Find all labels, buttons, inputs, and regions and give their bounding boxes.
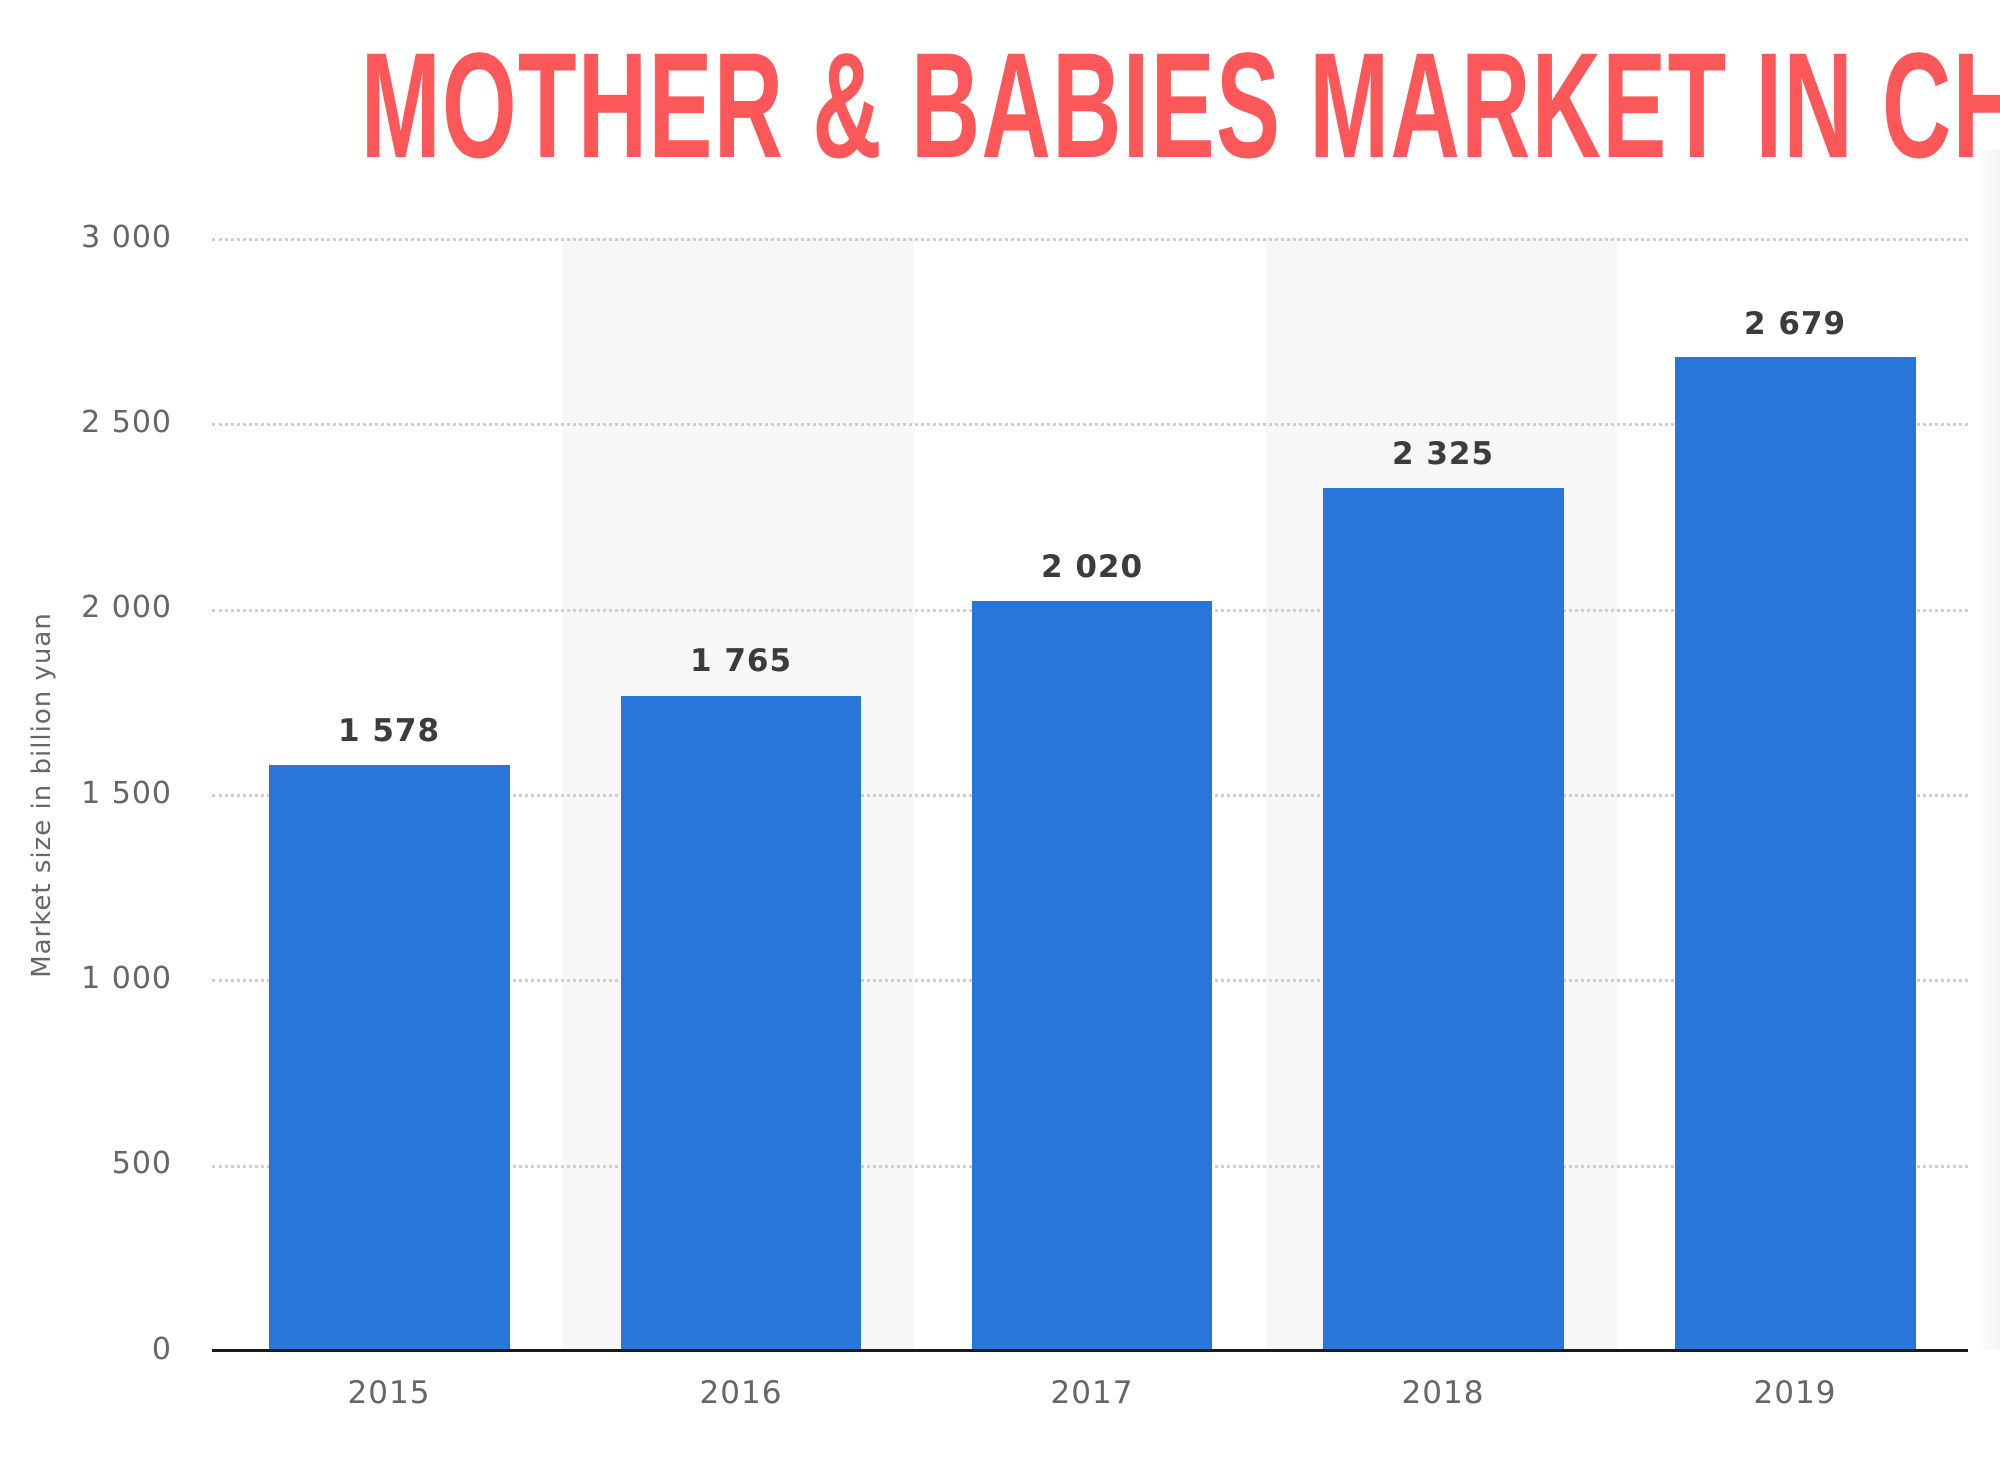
value-label-2019: 2 679	[1743, 306, 1847, 342]
x-tick-2016: 2016	[699, 1375, 783, 1411]
value-label-2018: 2 325	[1391, 436, 1495, 472]
gridline-3000	[212, 238, 1968, 241]
bar-2015[interactable]	[269, 765, 510, 1350]
chart-title: MOTHER & BABIES MARKET IN CHINA	[360, 21, 2000, 189]
x-tick-2017: 2017	[1050, 1375, 1134, 1411]
bar-2016[interactable]	[621, 696, 861, 1350]
bar-2018[interactable]	[1323, 488, 1564, 1350]
y-tick-1000: 1 000	[81, 961, 172, 996]
y-tick-0: 0	[151, 1332, 172, 1367]
x-tick-2018: 2018	[1401, 1375, 1485, 1411]
right-edge-shadow	[1976, 150, 2000, 1350]
y-tick-500: 500	[111, 1146, 172, 1181]
value-label-2017: 2 020	[1040, 549, 1144, 585]
value-label-2015: 1 578	[337, 713, 441, 749]
value-label-2016: 1 765	[689, 643, 793, 679]
gridline-2500	[212, 423, 1968, 426]
y-tick-1500: 1 500	[81, 776, 172, 811]
bar-2017[interactable]	[972, 601, 1212, 1350]
x-tick-2015: 2015	[347, 1375, 431, 1411]
y-tick-3000: 3 000	[81, 220, 172, 255]
bar-2019[interactable]	[1675, 357, 1916, 1350]
x-axis-line	[212, 1349, 1968, 1352]
x-tick-2019: 2019	[1753, 1375, 1837, 1411]
y-tick-2500: 2 500	[81, 405, 172, 440]
y-tick-2000: 2 000	[81, 590, 172, 625]
plot-area: 1 578 1 765 2 020 2 325 2 679	[212, 238, 1968, 1352]
